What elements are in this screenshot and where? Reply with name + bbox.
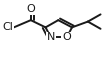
Text: O: O (62, 32, 71, 42)
Text: O: O (26, 4, 35, 14)
Text: N: N (47, 32, 55, 42)
Text: Cl: Cl (2, 22, 13, 32)
